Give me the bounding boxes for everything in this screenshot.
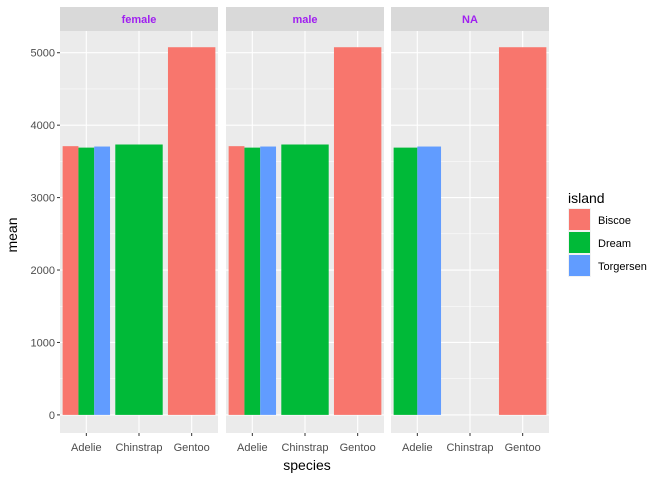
facet-panel-female: female [60,7,218,433]
facet-strip-label: female [122,14,157,26]
y-tick-label: 0 [49,410,55,422]
legend-title: island [568,190,605,206]
bar-adelie-torgersen [417,146,442,415]
legend: island Biscoe Dream Torgersen [568,190,647,277]
legend-key-torgersen [569,255,590,276]
bar-adelie-dream [244,147,261,415]
x-tick-label: Adelie [237,442,268,454]
x-tick-label: Gentoo [340,442,376,454]
legend-label-biscoe: Biscoe [598,215,631,227]
bar-gentoo-biscoe [333,47,382,415]
y-axis-title: mean [4,217,20,252]
legend-label-dream: Dream [598,238,631,250]
y-axis: 0 1000 2000 3000 4000 5000 [31,48,60,422]
facet-panel-na: NA [391,7,549,433]
x-tick-label: Chinstrap [446,442,493,454]
bar-adelie-torgersen [94,146,111,415]
x-tick-label: Adelie [71,442,102,454]
y-tick-label: 2000 [31,265,55,277]
x-tick-label: Chinstrap [115,442,162,454]
x-tick-label: Gentoo [505,442,541,454]
facet-panel-male: male [226,7,384,433]
y-tick-label: 1000 [31,337,55,349]
x-tick-label: Chinstrap [281,442,328,454]
x-axis: Adelie Chinstrap Gentoo Adelie Chinstrap Gent… [71,433,541,454]
facet-strip-label: NA [462,14,478,26]
y-tick-label: 4000 [31,120,55,132]
x-axis-title: species [283,457,330,473]
facet-strip [60,7,218,31]
facet-strip [226,7,384,31]
bar-adelie-torgersen [260,146,277,415]
facet-panels: female male NA [60,7,549,433]
bar-gentoo-biscoe [167,47,216,415]
bar-adelie-dream [393,147,418,415]
bar-adelie-biscoe [228,146,245,415]
bar-chinstrap-dream [115,144,163,415]
x-tick-label: Gentoo [174,442,210,454]
y-tick-label: 5000 [31,48,55,60]
y-tick-label: 3000 [31,193,55,205]
legend-key-dream [569,232,590,253]
bar-gentoo-biscoe [498,47,547,415]
bar-chinstrap-dream [281,144,329,415]
bar-adelie-biscoe [62,146,79,415]
facet-strip [391,7,549,31]
legend-label-torgersen: Torgersen [598,261,647,273]
bar-adelie-dream [78,147,95,415]
legend-key-biscoe [569,209,590,230]
x-tick-label: Adelie [402,442,433,454]
facet-strip-label: male [292,14,317,26]
